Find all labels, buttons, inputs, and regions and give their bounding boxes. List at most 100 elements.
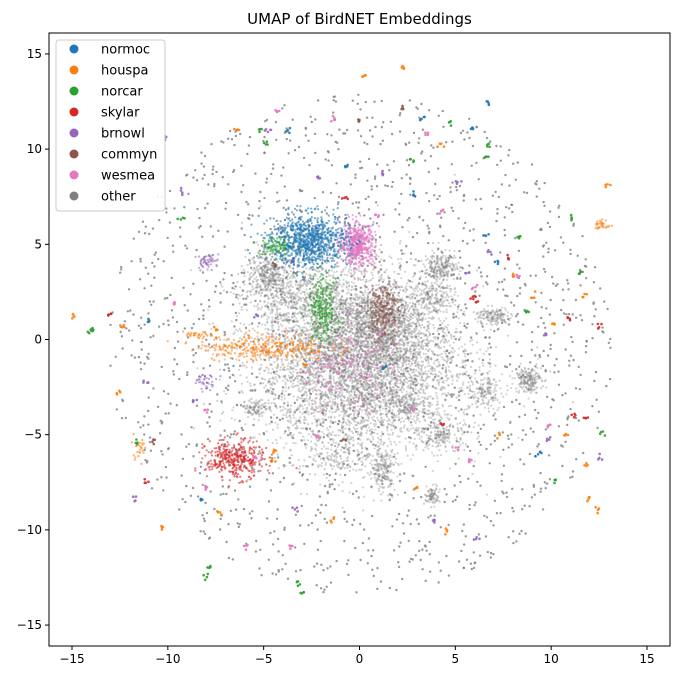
data-point xyxy=(471,403,474,406)
data-point xyxy=(329,360,332,363)
data-point xyxy=(463,322,466,325)
data-point xyxy=(312,340,315,343)
data-point xyxy=(366,382,369,385)
data-point xyxy=(273,382,276,385)
data-point xyxy=(353,323,356,326)
data-point xyxy=(292,424,295,427)
data-point xyxy=(371,366,374,369)
data-point xyxy=(367,437,370,441)
data-point xyxy=(517,436,520,439)
data-point xyxy=(452,347,455,350)
data-point xyxy=(335,302,338,306)
data-point xyxy=(410,379,413,383)
data-point xyxy=(366,340,369,343)
data-point xyxy=(311,390,315,393)
data-point xyxy=(385,407,388,410)
data-point xyxy=(447,369,450,372)
data-point xyxy=(353,396,356,400)
data-point xyxy=(250,336,253,339)
data-point xyxy=(223,390,226,393)
data-point xyxy=(397,413,400,416)
data-point xyxy=(403,378,406,381)
data-point xyxy=(376,409,379,412)
data-point xyxy=(202,402,205,406)
data-point xyxy=(266,439,269,442)
data-point xyxy=(418,329,421,333)
data-point xyxy=(305,397,308,400)
data-point xyxy=(223,358,226,361)
data-point xyxy=(354,376,357,380)
data-point xyxy=(324,378,327,381)
data-point xyxy=(296,375,299,378)
data-point xyxy=(377,381,380,384)
data-point xyxy=(356,421,360,424)
data-point xyxy=(309,383,312,386)
data-point xyxy=(414,258,417,261)
data-point xyxy=(362,370,365,373)
data-point xyxy=(402,370,405,373)
data-point xyxy=(368,336,371,339)
data-point xyxy=(429,395,432,398)
data-point xyxy=(323,398,326,401)
data-point xyxy=(435,365,438,368)
data-point xyxy=(440,372,443,375)
data-point xyxy=(353,339,356,342)
data-point xyxy=(340,424,344,427)
data-point xyxy=(397,257,400,261)
data-point xyxy=(322,421,325,424)
data-point xyxy=(305,288,308,291)
data-point xyxy=(297,389,300,392)
data-point xyxy=(268,297,271,300)
data-point xyxy=(377,372,380,375)
data-point xyxy=(438,363,441,367)
data-point xyxy=(282,274,285,277)
data-point xyxy=(331,391,334,394)
data-point xyxy=(343,467,347,470)
data-point xyxy=(500,373,503,376)
data-point xyxy=(383,389,386,392)
data-point xyxy=(344,427,347,430)
data-point xyxy=(238,302,241,305)
data-point xyxy=(291,375,295,378)
data-point xyxy=(465,349,468,352)
data-point xyxy=(322,425,325,428)
data-point xyxy=(370,404,373,407)
data-point xyxy=(230,320,233,323)
data-point xyxy=(295,365,298,368)
data-point xyxy=(289,366,292,369)
data-point xyxy=(436,397,439,400)
data-point xyxy=(271,368,274,371)
data-point xyxy=(314,354,317,357)
data-point xyxy=(287,387,290,390)
data-point xyxy=(402,426,406,429)
data-point xyxy=(418,270,421,273)
data-point xyxy=(426,320,429,323)
data-point xyxy=(439,341,442,344)
data-point xyxy=(415,412,418,415)
data-point xyxy=(320,383,323,387)
data-point xyxy=(447,391,450,394)
data-point xyxy=(426,271,429,274)
data-point xyxy=(386,425,389,428)
data-point xyxy=(345,423,349,426)
data-point xyxy=(296,362,299,365)
data-point xyxy=(253,436,256,439)
data-point xyxy=(418,427,421,430)
data-point xyxy=(289,448,292,451)
data-point xyxy=(387,437,390,440)
data-point xyxy=(432,317,436,320)
data-point xyxy=(297,387,301,390)
data-point xyxy=(377,419,380,422)
data-point xyxy=(359,426,362,429)
data-point xyxy=(443,359,446,362)
data-point xyxy=(444,352,447,355)
data-point xyxy=(324,414,327,417)
data-point xyxy=(375,382,378,385)
data-point xyxy=(351,285,354,288)
data-point xyxy=(314,392,318,395)
data-point xyxy=(456,379,459,382)
data-point xyxy=(353,394,356,397)
data-point xyxy=(399,428,402,431)
data-point xyxy=(386,445,389,448)
data-point xyxy=(404,411,407,414)
